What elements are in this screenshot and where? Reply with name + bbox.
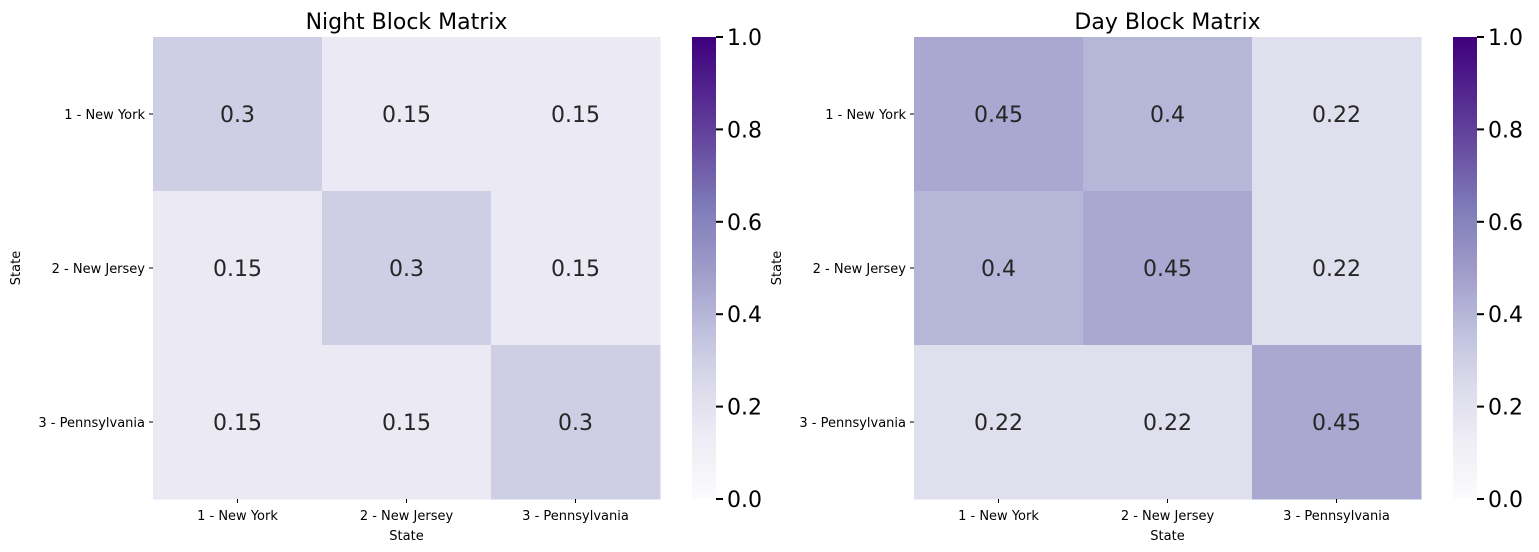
colorbar-tick-label: 1.0 [1488,26,1523,51]
heatmap-cell [322,191,492,346]
heatmap-cell [1252,191,1422,346]
colorbar-tick-label: 0.4 [727,303,762,328]
colorbar-tick-label: 0.8 [727,118,762,143]
colorbar [692,37,716,499]
x-tick-label: 3 - Pennsylvania [522,509,629,524]
cell-value-label: 0.45 [1312,411,1361,436]
heatmap-cell [322,345,492,500]
cell-value-label: 0.22 [1312,103,1361,128]
heatmap-cell [322,37,492,192]
colorbar-tick-label: 0.8 [1488,118,1523,143]
y-axis-label: State [770,251,785,285]
cell-value-label: 0.3 [558,411,593,436]
colorbar-tick-label: 0.0 [727,488,762,513]
y-tick-label: 2 - New Jersey [813,262,907,277]
colorbar-tick-label: 0.2 [1488,396,1523,421]
y-tick-label: 3 - Pennsylvania [799,416,906,431]
colorbar-tick-label: 0.6 [1488,211,1523,236]
colorbar-tick-label: 0.4 [1488,303,1523,328]
cell-value-label: 0.22 [1312,257,1361,282]
night-block-matrix-panel: Night Block Matrix 0.3 0.15 0.15 0.15 0.3 0.15… [9,10,762,544]
heatmap-cell [914,191,1084,346]
colorbar-tick-label: 1.0 [727,26,762,51]
y-tick-label: 1 - New York [825,108,906,123]
cell-value-label: 0.4 [981,257,1016,282]
cell-value-label: 0.15 [213,411,262,436]
cell-value-label: 0.4 [1150,103,1185,128]
cell-value-label: 0.22 [974,411,1023,436]
cell-value-label: 0.45 [1143,257,1192,282]
heatmap-cell [491,345,661,500]
colorbar [1453,37,1477,499]
heatmap-cell [1252,37,1422,192]
heatmap-cell [491,37,661,192]
cell-value-label: 0.45 [974,103,1023,128]
heatmap-cell [914,37,1084,192]
cell-value-label: 0.15 [551,103,600,128]
chart-title: Night Block Matrix [306,10,508,35]
x-tick-label: 3 - Pennsylvania [1283,509,1390,524]
heatmap-cell [1083,345,1253,500]
x-axis-label: State [1150,529,1184,544]
y-tick-label: 1 - New York [64,108,145,123]
x-tick-label: 2 - New Jersey [1121,509,1215,524]
heatmap-cell [914,345,1084,500]
cell-value-label: 0.15 [382,103,431,128]
colorbar-tick-label: 0.6 [727,211,762,236]
cell-value-label: 0.3 [220,103,255,128]
x-tick-label: 1 - New York [958,509,1039,524]
cell-value-label: 0.3 [389,257,424,282]
heatmap-cell [153,345,323,500]
cell-value-label: 0.22 [1143,411,1192,436]
y-tick-label: 3 - Pennsylvania [38,416,145,431]
y-axis-label: State [9,251,24,285]
chart-title: Day Block Matrix [1074,10,1260,35]
heatmap-cell [491,191,661,346]
x-tick-label: 1 - New York [197,509,278,524]
day-block-matrix-panel: Day Block Matrix 0.45 0.4 0.22 0.4 0.45 0.22 0.… [770,10,1523,544]
heatmap-cell [1252,345,1422,500]
cell-value-label: 0.15 [213,257,262,282]
colorbar-tick-label: 0.2 [727,396,762,421]
cell-value-label: 0.15 [382,411,431,436]
y-tick-label: 2 - New Jersey [52,262,146,277]
cell-value-label: 0.15 [551,257,600,282]
colorbar-tick-label: 0.0 [1488,488,1523,513]
heatmap-cell [153,37,323,192]
x-tick-label: 2 - New Jersey [360,509,454,524]
heatmap-cell [1083,37,1253,192]
heatmap-cell [153,191,323,346]
x-axis-label: State [389,529,423,544]
heatmap-cell [1083,191,1253,346]
